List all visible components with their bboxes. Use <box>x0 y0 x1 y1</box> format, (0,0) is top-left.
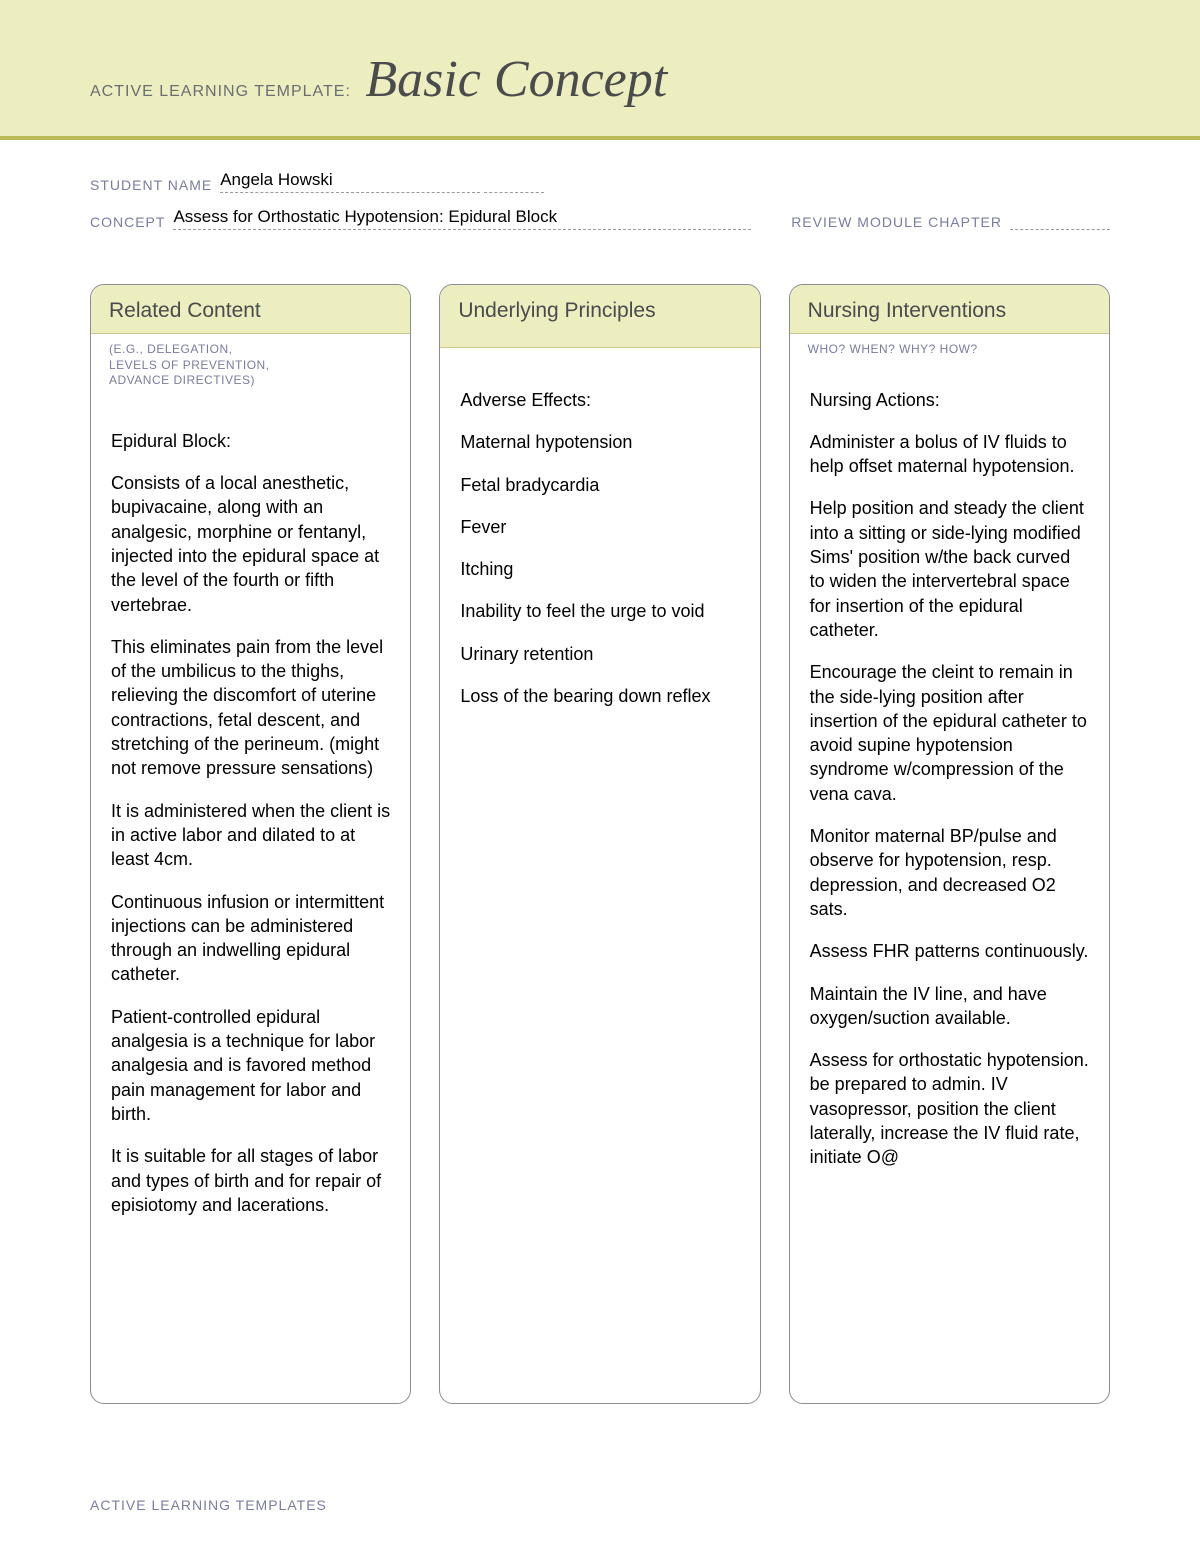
related-subtitle: (E.G., DELEGATION, LEVELS OF PREVENTION,… <box>91 334 410 389</box>
interventions-p6: Maintain the IV line, and have oxygen/su… <box>810 982 1089 1031</box>
related-p3: It is administered when the client is in… <box>111 799 390 872</box>
related-p2: This eliminates pain from the level of t… <box>111 635 390 781</box>
principles-p2: Fetal bradycardia <box>460 473 739 497</box>
principles-header: Underlying Principles <box>440 285 759 348</box>
interventions-p5: Assess FHR patterns continuously. <box>810 939 1089 963</box>
principles-title: Underlying Principles <box>458 299 741 323</box>
interventions-p4: Monitor maternal BP/pulse and observe fo… <box>810 824 1089 921</box>
principles-p0: Adverse Effects: <box>460 388 739 412</box>
principles-p6: Urinary retention <box>460 642 739 666</box>
interventions-title: Nursing Interventions <box>808 299 1091 323</box>
interventions-subtitle: WHO? WHEN? WHY? HOW? <box>790 334 1109 358</box>
interventions-p3: Encourage the cleint to remain in the si… <box>810 660 1089 806</box>
principles-p3: Fever <box>460 515 739 539</box>
meta-block: STUDENT NAME Angela Howski CONCEPT Asses… <box>0 140 1200 254</box>
concept-value: Assess for Orthostatic Hypotension: Epid… <box>173 207 751 230</box>
principles-p1: Maternal hypotension <box>460 430 739 454</box>
concept-label: CONCEPT <box>90 214 165 230</box>
interventions-p0: Nursing Actions: <box>810 388 1089 412</box>
principles-p5: Inability to feel the urge to void <box>460 599 739 623</box>
interventions-header: Nursing Interventions <box>790 285 1109 334</box>
header-band: ACTIVE LEARNING TEMPLATE: Basic Concept <box>0 0 1200 140</box>
columns-container: Related Content (E.G., DELEGATION, LEVEL… <box>0 254 1200 1404</box>
related-p5: Patient-controlled epidural analgesia is… <box>111 1005 390 1126</box>
principles-p4: Itching <box>460 557 739 581</box>
interventions-body: Nursing Actions: Administer a bolus of I… <box>790 358 1109 1208</box>
principles-body: Adverse Effects: Maternal hypotension Fe… <box>440 348 759 746</box>
related-p4: Continuous infusion or intermittent inje… <box>111 890 390 987</box>
interventions-column: Nursing Interventions WHO? WHEN? WHY? HO… <box>789 284 1110 1404</box>
student-value: Angela Howski <box>220 170 480 193</box>
related-title: Related Content <box>109 299 392 323</box>
student-row: STUDENT NAME Angela Howski <box>90 170 1110 193</box>
principles-p7: Loss of the bearing down reflex <box>460 684 739 708</box>
review-value <box>1010 227 1110 230</box>
related-p0: Epidural Block: <box>111 429 390 453</box>
header-title: Basic Concept <box>365 50 667 109</box>
concept-row: CONCEPT Assess for Orthostatic Hypotensi… <box>90 207 1110 230</box>
review-label: REVIEW MODULE CHAPTER <box>791 214 1002 230</box>
student-fill <box>484 192 544 193</box>
header-label: ACTIVE LEARNING TEMPLATE: <box>90 83 351 101</box>
interventions-p1: Administer a bolus of IV fluids to help … <box>810 430 1089 479</box>
related-p1: Consists of a local anesthetic, bupivaca… <box>111 471 390 617</box>
interventions-p2: Help position and steady the client into… <box>810 496 1089 642</box>
student-label: STUDENT NAME <box>90 177 212 193</box>
related-body: Epidural Block: Consists of a local anes… <box>91 389 410 1255</box>
principles-column: Underlying Principles Adverse Effects: M… <box>439 284 760 1404</box>
related-content-column: Related Content (E.G., DELEGATION, LEVEL… <box>90 284 411 1404</box>
related-header: Related Content <box>91 285 410 334</box>
footer-text: ACTIVE LEARNING TEMPLATES <box>90 1497 327 1513</box>
interventions-p7: Assess for orthostatic hypotension. be p… <box>810 1048 1089 1169</box>
related-p6: It is suitable for all stages of labor a… <box>111 1144 390 1217</box>
